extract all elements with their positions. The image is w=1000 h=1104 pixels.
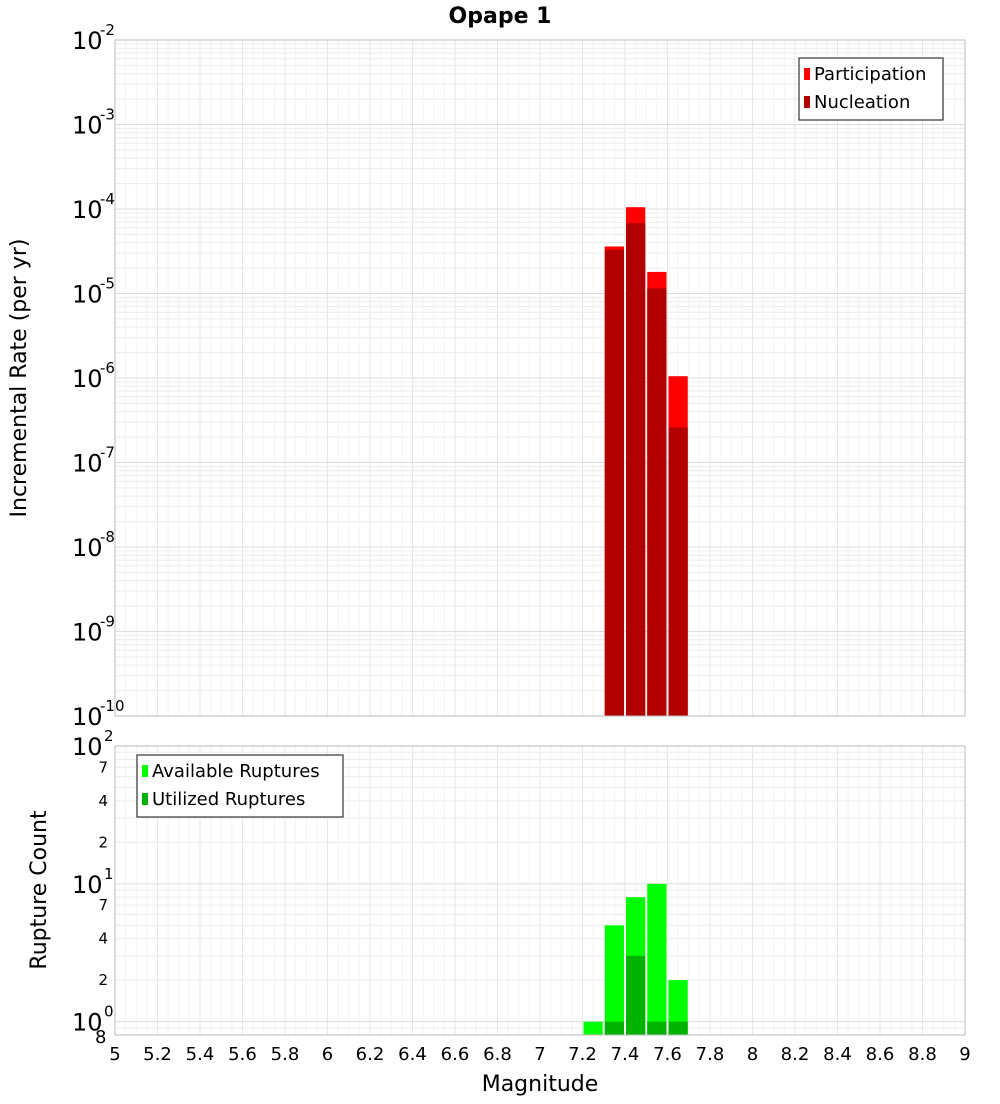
legend-label-1: Available Ruptures (152, 761, 320, 782)
top-y-tick-base: 10 (72, 112, 103, 140)
bottom-y-bottom-label: 8 (95, 1027, 106, 1048)
x-tick-label: 5.8 (271, 1044, 300, 1065)
bottom-bar-series2-3 (647, 1021, 667, 1035)
top-bar-series2-3 (647, 288, 667, 716)
top-y-tick-exp: -6 (100, 359, 115, 377)
bottom-bars (583, 883, 688, 1035)
bottom-bar-series1-4 (647, 883, 667, 1035)
legend-box (798, 57, 944, 121)
bottom-y-minor-tick: 7 (98, 758, 108, 776)
top-y-tick-exp: -5 (100, 275, 115, 293)
bottom-y-minor-tick: 7 (98, 896, 108, 914)
bottom-bar-series2-2 (626, 955, 646, 1035)
top-y-tick-base: 10 (72, 196, 103, 224)
legend-swatch-1 (804, 68, 810, 80)
bottom-y-tick-base: 10 (72, 871, 103, 899)
top-y-axis-label: Incremental Rate (per yr) (7, 239, 32, 518)
top-y-tick-exp: -9 (100, 613, 115, 631)
x-tick-label: 8.8 (908, 1044, 937, 1065)
bottom-y-minor-tick: 2 (98, 833, 108, 851)
x-tick-label: 5.4 (186, 1044, 215, 1065)
bottom-bar-series1-2 (604, 925, 624, 1035)
legend-label-2: Nucleation (814, 92, 910, 113)
top-y-tick-base: 10 (72, 281, 103, 309)
x-tick-label: 6.6 (441, 1044, 470, 1065)
bottom-legend: Available Ruptures Utilized Ruptures (136, 754, 344, 818)
x-tick-label: 8.6 (866, 1044, 895, 1065)
top-bar-series2-2 (626, 223, 646, 716)
x-tick-label: 7.4 (611, 1044, 640, 1065)
bottom-y-tick-exp: 0 (104, 1003, 114, 1021)
bottom-plot-frame (114, 745, 966, 1036)
legend-swatch-2 (804, 96, 810, 108)
top-y-tick-base: 10 (72, 703, 103, 731)
x-tick-label: 6 (322, 1044, 333, 1065)
top-y-tick-exp: -2 (100, 21, 115, 39)
x-tick-label: 8 (747, 1044, 758, 1065)
top-y-tick-base: 10 (72, 534, 103, 562)
x-tick-label: 7.6 (653, 1044, 682, 1065)
bottom-y-tick-exp: 1 (104, 865, 114, 883)
legend-label-2: Utilized Ruptures (152, 789, 305, 810)
bottom-bar-series1-1 (583, 1021, 603, 1035)
top-bar-series2-1 (604, 249, 624, 716)
x-ticks: 5 5.2 5.4 5.6 5.8 6 6.2 6.4 6.6 6.8 7 7.2 7.4 7.6 7.8 8… (109, 1044, 970, 1065)
legend-box (136, 754, 344, 818)
top-y-tick-exp: -10 (100, 697, 125, 715)
x-tick-label: 6.4 (398, 1044, 427, 1065)
top-y-tick-base: 10 (72, 365, 103, 393)
top-plot-frame (114, 39, 966, 717)
x-tick-label: 8.2 (781, 1044, 810, 1065)
top-legend: Participation Nucleation (798, 57, 944, 121)
x-axis-label: Magnitude (482, 1072, 599, 1097)
top-y-tick-exp: -7 (100, 444, 115, 462)
bottom-y-minor-tick: 4 (98, 792, 108, 810)
x-tick-label: 6.2 (356, 1044, 385, 1065)
legend-swatch-2 (142, 793, 148, 805)
top-bar-series2-4 (668, 427, 688, 716)
top-y-tick-base: 10 (72, 450, 103, 478)
x-tick-label: 5.2 (143, 1044, 172, 1065)
top-bars (604, 207, 688, 716)
x-tick-label: 7.8 (696, 1044, 725, 1065)
x-tick-label: 5 (109, 1044, 120, 1065)
top-y-tick-exp: -8 (100, 528, 115, 546)
top-y-tick-base: 10 (72, 619, 103, 647)
bottom-y-tick-exp: 2 (104, 727, 114, 745)
bottom-bar-series2-4 (668, 1021, 688, 1035)
legend-label-1: Participation (814, 64, 926, 85)
bottom-bar-series1-5 (668, 980, 688, 1035)
bottom-y-minor-tick: 2 (98, 971, 108, 989)
top-grid (114, 39, 966, 717)
x-tick-label: 5.6 (228, 1044, 257, 1065)
x-tick-label: 7.2 (568, 1044, 597, 1065)
x-tick-label: 6.8 (483, 1044, 512, 1065)
bottom-y-minor-tick: 4 (98, 930, 108, 948)
legend-swatch-1 (142, 765, 148, 777)
bottom-y-axis-label: Rupture Count (27, 810, 52, 970)
x-tick-label: 8.4 (823, 1044, 852, 1065)
x-tick-label: 7 (534, 1044, 545, 1065)
bottom-y-tick-base: 10 (72, 1009, 103, 1037)
bottom-bar-series2-1 (604, 1021, 624, 1035)
top-y-tick-exp: -3 (100, 106, 115, 124)
top-y-tick-exp: -4 (100, 190, 115, 208)
bottom-y-tick-base: 10 (72, 733, 103, 761)
x-tick-label: 9 (959, 1044, 970, 1065)
top-y-tick-base: 10 (72, 27, 103, 55)
chart-title: Opape 1 (449, 4, 552, 29)
